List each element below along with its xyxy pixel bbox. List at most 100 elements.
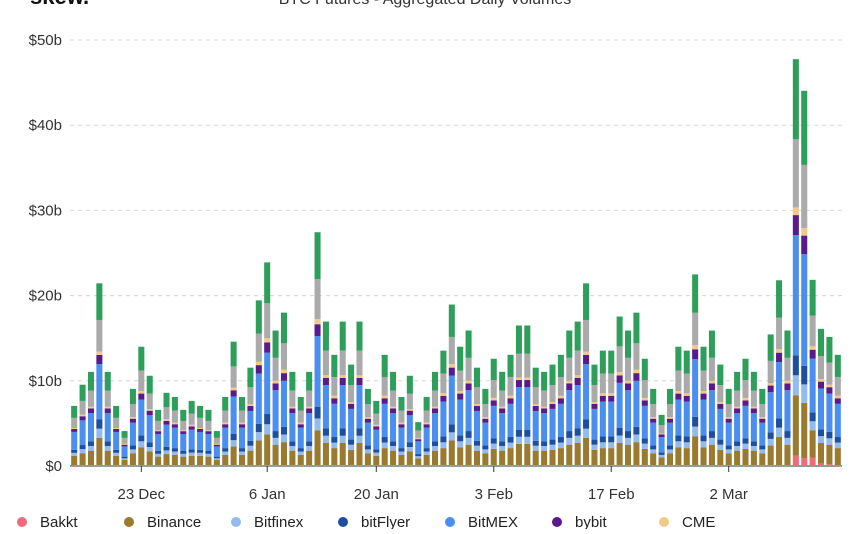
bar-segment [264, 342, 271, 353]
bar-segment [423, 448, 430, 452]
bar-segment [129, 453, 136, 466]
bar-segment [331, 398, 338, 404]
bar-segment [507, 465, 514, 466]
bar-segment [314, 232, 321, 280]
bar-segment [809, 346, 816, 350]
bar-segment [633, 312, 640, 344]
bar-segment [549, 402, 556, 404]
bar-segment [792, 59, 799, 140]
bar-segment [423, 465, 430, 466]
bar-segment [809, 315, 816, 347]
bar-segment [255, 300, 262, 334]
bar-segment [465, 444, 472, 466]
bar-segment [625, 380, 632, 384]
bar-segment [188, 429, 195, 450]
bar-segment [364, 449, 371, 454]
legend-swatch [445, 517, 455, 527]
bar-segment [289, 408, 296, 414]
bar-segment [473, 406, 480, 411]
bar-segment [96, 419, 103, 429]
bar-segment [381, 442, 388, 449]
bar-segment [742, 405, 749, 439]
bar-segment [239, 454, 246, 466]
bar-segment [717, 403, 724, 409]
bar-segment [138, 391, 145, 394]
bar-segment [515, 387, 522, 430]
bar-segment [457, 391, 464, 394]
bar-segment [356, 377, 363, 386]
bar-segment [700, 393, 707, 400]
bar-segment [406, 410, 413, 416]
bar-segment [515, 443, 522, 466]
bar-segment [197, 431, 204, 450]
bar-segment [826, 387, 833, 394]
bar-segment [146, 442, 153, 448]
bar-segment [171, 396, 178, 411]
bar-segment [87, 450, 94, 466]
bar-segment [801, 254, 808, 366]
bar-segment [625, 357, 632, 381]
bar-segment [742, 438, 749, 444]
bar-segment [213, 437, 220, 444]
bar-segment [239, 410, 246, 423]
bar-segment [146, 410, 153, 416]
bar-segment [79, 420, 86, 446]
bar-segment [625, 437, 632, 445]
bar-segment [742, 443, 749, 449]
bar-segment [230, 341, 237, 367]
bar-segment [717, 439, 724, 445]
bar-segment [155, 465, 162, 466]
bar-segment [591, 402, 598, 404]
bar-segment [104, 441, 111, 446]
bar-segment [683, 395, 690, 402]
bar-segment [146, 409, 153, 411]
chart-title: BTC Futures - Aggregated Daily Volumes [279, 0, 572, 8]
bar-segment [734, 445, 741, 451]
bar-segment [515, 465, 522, 466]
bar-segment [71, 405, 78, 418]
bar-segment [272, 357, 279, 381]
bar-segment [801, 365, 808, 385]
bar-segment [633, 369, 640, 374]
bar-segment [801, 458, 808, 466]
bar-segment [801, 402, 808, 459]
bar-segment [482, 453, 489, 466]
bar-segment [188, 465, 195, 466]
bar-segment [104, 450, 111, 466]
bar-segment [465, 465, 472, 466]
bar-segment [784, 431, 791, 438]
bar-segment [599, 401, 606, 437]
bar-segment [499, 406, 506, 409]
bar-segment [549, 465, 556, 466]
bar-segment [608, 395, 615, 402]
bar-segment [675, 393, 682, 400]
bar-segment [750, 445, 757, 451]
bar-segment [87, 390, 94, 407]
bar-segment [197, 449, 204, 453]
bar-segment [255, 365, 262, 374]
bar-segment [87, 441, 94, 446]
bar-segment [583, 437, 590, 466]
bar-segment [264, 352, 271, 415]
bar-segment [834, 442, 841, 449]
bar-segment [818, 463, 825, 466]
bar-segment [834, 448, 841, 466]
bar-segment [792, 395, 799, 456]
bar-segment [146, 465, 153, 466]
bar-segment [650, 417, 657, 419]
bar-segment [264, 303, 271, 339]
bar-segment [205, 453, 212, 457]
bar-segment [163, 407, 170, 420]
bar-segment [306, 371, 313, 391]
bar-segment [725, 465, 732, 466]
bar-segment [507, 437, 514, 443]
bar-segment [415, 430, 422, 439]
bar-segment [784, 390, 791, 432]
bar-segment [71, 455, 78, 466]
bar-segment [532, 450, 539, 466]
bar-segment [222, 427, 229, 449]
bar-segment [322, 428, 329, 436]
bar-segment [197, 465, 204, 466]
bar-segment [700, 391, 707, 394]
bar-segment [457, 465, 464, 466]
